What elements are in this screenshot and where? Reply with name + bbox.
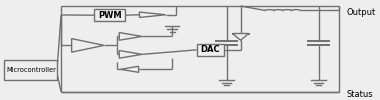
Text: Status: Status <box>347 90 374 99</box>
Polygon shape <box>233 34 249 40</box>
Polygon shape <box>72 39 104 52</box>
Polygon shape <box>139 12 166 18</box>
Text: Output: Output <box>347 8 376 17</box>
Bar <box>196 44 224 56</box>
Bar <box>4 60 57 80</box>
Text: PWM: PWM <box>98 11 122 20</box>
Polygon shape <box>119 33 142 40</box>
Text: Microcontroller: Microcontroller <box>6 67 56 73</box>
Bar <box>94 10 125 21</box>
Polygon shape <box>119 50 142 58</box>
Polygon shape <box>120 66 139 72</box>
Text: DAC: DAC <box>201 45 220 54</box>
